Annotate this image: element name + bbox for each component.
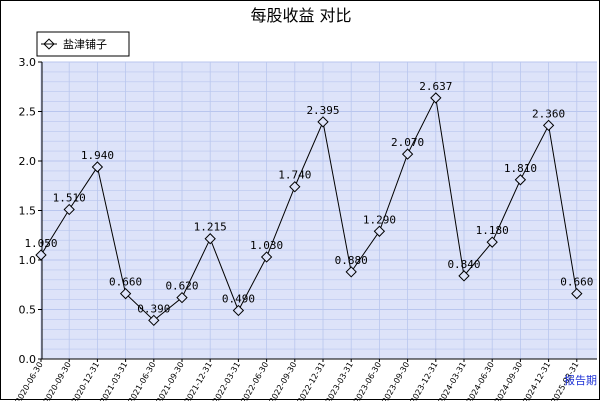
y-tick-label: 2.0	[19, 155, 37, 168]
data-label: 1.215	[194, 221, 227, 234]
data-label: 0.390	[137, 302, 170, 315]
data-label: 1.030	[250, 239, 283, 252]
y-tick-label: 1.5	[19, 205, 37, 218]
x-tick-label: 2021-06-30	[126, 361, 157, 401]
data-label: 0.660	[109, 276, 142, 289]
legend-label: 盐津铺子	[63, 38, 107, 51]
x-tick-label: 2020-09-30	[42, 361, 73, 401]
data-label: 0.490	[222, 292, 255, 305]
x-tick-label: 2021-03-31	[98, 361, 129, 401]
data-label: 1.940	[81, 149, 114, 162]
data-label: 1.290	[363, 213, 396, 226]
y-tick-label: 0.5	[19, 304, 37, 317]
data-label: 1.050	[24, 237, 57, 250]
x-tick-label: 2023-12-31	[408, 361, 439, 401]
x-tick-label: 2022-03-31	[211, 361, 242, 401]
x-tick-label: 2022-06-30	[239, 361, 270, 401]
y-ticks: 0.0 0.5 1.0 1.5 2.0 2.5 3.0	[19, 56, 43, 366]
y-tick-label: 1.0	[19, 254, 37, 267]
data-label: 0.620	[165, 280, 198, 293]
data-label: 0.660	[560, 276, 593, 289]
data-label: 2.395	[306, 104, 339, 117]
x-tick-label: 2023-03-31	[324, 361, 355, 401]
x-ticks: 2020-06-302020-09-302020-12-312021-03-31…	[14, 359, 581, 401]
data-label: 0.840	[447, 258, 480, 271]
x-axis-label: 报告期	[564, 373, 597, 387]
x-tick-label: 2024-12-31	[521, 361, 552, 401]
x-tick-label: 2022-09-30	[267, 361, 298, 401]
x-tick-label: 2023-09-30	[380, 361, 411, 401]
x-tick-label: 2024-03-31	[437, 361, 468, 401]
x-tick-label: 2021-12-31	[183, 361, 214, 401]
x-tick-label: 2024-06-30	[465, 361, 496, 401]
y-tick-label: 3.0	[19, 56, 37, 69]
data-label: 2.637	[419, 80, 452, 93]
data-label: 2.360	[532, 107, 565, 120]
y-tick-label: 0.0	[19, 353, 37, 366]
data-label: 2.070	[391, 136, 424, 149]
x-tick-label: 2022-12-31	[296, 361, 327, 401]
y-tick-label: 2.5	[19, 106, 37, 119]
data-label: 1.510	[53, 192, 86, 205]
x-tick-label: 2023-06-30	[352, 361, 383, 401]
data-label: 1.810	[504, 162, 537, 175]
x-tick-label: 2024-09-30	[493, 361, 524, 401]
data-label: 0.880	[335, 254, 368, 267]
data-label: 1.180	[476, 224, 509, 237]
legend: 盐津铺子	[37, 32, 129, 56]
x-tick-label: 2020-12-31	[70, 361, 101, 401]
x-tick-label: 2020-06-30	[14, 361, 45, 401]
data-label: 1.740	[278, 169, 311, 182]
chart-title: 每股收益 对比	[250, 6, 351, 25]
x-tick-label: 2021-09-30	[155, 361, 186, 401]
